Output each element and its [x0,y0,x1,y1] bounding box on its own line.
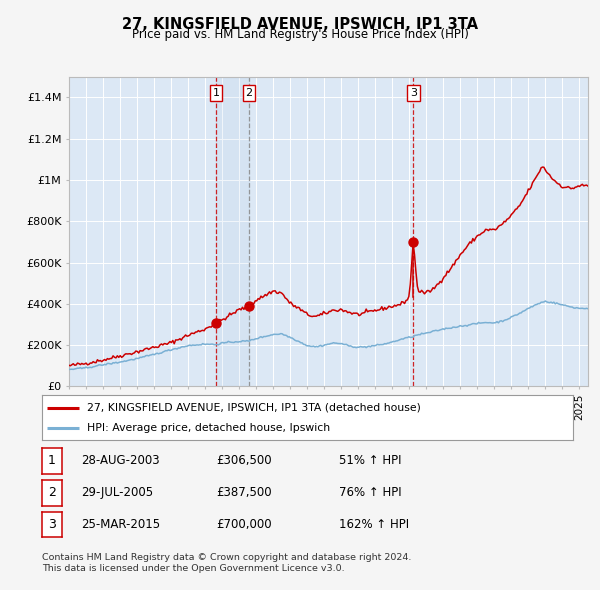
Text: 3: 3 [48,518,56,531]
Text: 162% ↑ HPI: 162% ↑ HPI [339,518,409,531]
Text: 25-MAR-2015: 25-MAR-2015 [81,518,160,531]
Text: Contains HM Land Registry data © Crown copyright and database right 2024.: Contains HM Land Registry data © Crown c… [42,553,412,562]
Text: 29-JUL-2005: 29-JUL-2005 [81,486,153,499]
Text: 3: 3 [410,88,417,98]
Text: £387,500: £387,500 [216,486,272,499]
Text: 2: 2 [245,88,253,98]
Text: 51% ↑ HPI: 51% ↑ HPI [339,454,401,467]
Text: Price paid vs. HM Land Registry's House Price Index (HPI): Price paid vs. HM Land Registry's House … [131,28,469,41]
Text: £700,000: £700,000 [216,518,272,531]
Text: 27, KINGSFIELD AVENUE, IPSWICH, IP1 3TA (detached house): 27, KINGSFIELD AVENUE, IPSWICH, IP1 3TA … [87,403,421,412]
Text: 2: 2 [48,486,56,499]
Text: 27, KINGSFIELD AVENUE, IPSWICH, IP1 3TA: 27, KINGSFIELD AVENUE, IPSWICH, IP1 3TA [122,17,478,31]
Text: 28-AUG-2003: 28-AUG-2003 [81,454,160,467]
Bar [216,77,249,386]
Text: 76% ↑ HPI: 76% ↑ HPI [339,486,401,499]
Text: This data is licensed under the Open Government Licence v3.0.: This data is licensed under the Open Gov… [42,564,344,573]
Text: 1: 1 [212,88,220,98]
Text: 1: 1 [48,454,56,467]
Text: HPI: Average price, detached house, Ipswich: HPI: Average price, detached house, Ipsw… [87,424,330,434]
Text: £306,500: £306,500 [216,454,272,467]
